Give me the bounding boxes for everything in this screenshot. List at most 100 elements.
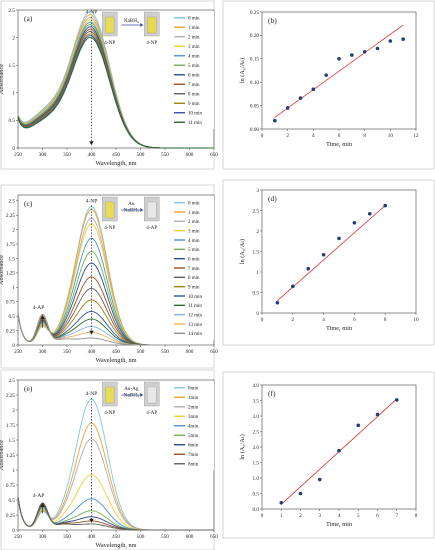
y-tick-label: 1.0 xyxy=(253,476,260,482)
y-axis-label: ln (A₀/Aₜ) xyxy=(239,58,246,84)
peak-arrow-head xyxy=(89,141,94,146)
panel-label: (f) xyxy=(268,389,276,398)
legend-entry: 10 min xyxy=(188,112,203,117)
panel-label: (d) xyxy=(268,194,277,203)
data-point xyxy=(337,57,341,61)
data-point xyxy=(285,106,290,110)
x-tick-label: 400 xyxy=(88,152,96,158)
legend-entry: 11 min xyxy=(188,304,202,309)
legend-entry: 1min xyxy=(188,396,199,401)
x-tick-label: 450 xyxy=(112,534,120,540)
y-tick-label: 2 xyxy=(12,35,15,41)
x-tick-label: 4 xyxy=(312,133,315,139)
legend-entry: 11 min xyxy=(188,121,202,126)
x-tick-label: 12 xyxy=(413,133,419,139)
legend-entry: 10 min xyxy=(188,295,203,300)
y-tick-label: 0.15 xyxy=(250,57,259,63)
left-vial-liquid xyxy=(105,201,115,219)
peak-label: 4-AP xyxy=(33,305,45,311)
legend-entry: 0 min xyxy=(188,201,200,206)
y-tick-label: 0.00 xyxy=(250,127,259,133)
y-tick-label: 1.75 xyxy=(6,423,15,429)
legend-entry: 9 min xyxy=(188,285,200,290)
y-tick-label: 2.25 xyxy=(6,213,15,219)
peak-label: 4-NP xyxy=(86,198,98,204)
x-tick-label: 600 xyxy=(186,534,194,540)
y-tick-label: 1.5 xyxy=(253,460,260,466)
data-point xyxy=(337,448,341,453)
x-tick-label: 7 xyxy=(395,513,398,519)
y-tick-label: 2.5 xyxy=(9,199,16,205)
y-axis-label: Absorbance xyxy=(0,64,5,94)
data-point xyxy=(273,118,277,123)
x-tick-label: 0 xyxy=(261,513,264,519)
x-tick-label: 6 xyxy=(338,133,341,139)
x-tick-label: 10 xyxy=(413,317,419,323)
x-tick-label: 4 xyxy=(338,513,341,519)
legend-entry: 12 min xyxy=(188,313,203,318)
x-tick-label: 300 xyxy=(39,152,47,158)
x-tick-label: 6 xyxy=(376,513,379,519)
left-vial-label: 4-NP xyxy=(104,410,115,416)
legend-entry: 7min xyxy=(188,453,199,458)
plot-frame xyxy=(261,189,417,314)
right-vial-liquid xyxy=(147,386,157,404)
x-tick-label: 450 xyxy=(112,349,120,355)
data-point xyxy=(352,221,357,225)
legend-entry: 4 min xyxy=(188,55,200,60)
right-vial-liquid xyxy=(147,16,157,34)
x-axis-label: Wavelength, nm xyxy=(95,357,136,364)
panel-b-kinetics: 0 2 4 6 8 10 12 0.00 0.05 0.10 0.15 0.20 0.25 Time, m… xyxy=(222,0,435,170)
y-tick-label: 2.5 xyxy=(9,8,16,14)
x-tick-label: 450 xyxy=(112,152,120,158)
data-point xyxy=(368,211,372,216)
x-tick-label: 650 xyxy=(210,152,218,158)
legend-entry: 8 min xyxy=(188,93,200,98)
panel-e-spectra: 250 300 350 400 450 500 550 600 650 0 0.25 0.5 0.75 1… xyxy=(0,369,218,550)
data-point xyxy=(356,423,361,428)
x-tick-label: 8 xyxy=(415,513,418,519)
x-tick-label: 550 xyxy=(161,152,169,158)
legend-entry: 2 min xyxy=(188,220,200,225)
peak-arrow-head xyxy=(89,330,94,335)
y-tick-label: 0.75 xyxy=(6,300,15,306)
x-tick-label: 600 xyxy=(186,349,194,355)
data-point xyxy=(298,96,303,100)
panel-label: (e) xyxy=(24,384,33,393)
left-vial-liquid xyxy=(105,386,115,404)
x-tick-label: 250 xyxy=(14,152,22,158)
reagent-label: Au-Ag xyxy=(124,386,139,392)
x-tick-label: 350 xyxy=(63,534,71,540)
x-axis-label: Time, min xyxy=(326,325,353,332)
peak-label: 4-NP xyxy=(86,10,98,16)
y-tick-label: 0.0 xyxy=(253,507,260,513)
panel-border xyxy=(222,179,435,346)
y-tick-label: 1 xyxy=(256,270,259,276)
data-point xyxy=(394,398,399,402)
y-tick-label: 0.25 xyxy=(250,10,259,16)
x-tick-label: 2 xyxy=(292,317,295,323)
y-tick-label: 0.25 xyxy=(6,513,15,519)
panel-f-kinetics: 0 1 2 3 4 5 6 7 8 0.0 0.5 1.0 1.5 2.0 2.5 3.0 3.5 4.0 Time… xyxy=(222,371,435,539)
y-tick-label: 1.75 xyxy=(6,242,15,248)
x-tick-label: 350 xyxy=(63,349,71,355)
x-tick-label: 10 xyxy=(388,133,394,139)
y-tick-label: 2.5 xyxy=(253,429,260,435)
x-tick-label: 500 xyxy=(137,349,145,355)
y-tick-label: 0.10 xyxy=(250,80,259,86)
data-point xyxy=(324,73,328,77)
legend-entry: 7 min xyxy=(188,83,200,88)
y-tick-label: 2.5 xyxy=(9,378,16,384)
legend-entry: 1 min xyxy=(188,211,200,216)
data-point xyxy=(375,412,380,417)
x-axis-label: Time, min xyxy=(326,141,353,148)
x-tick-label: 2 xyxy=(299,513,302,519)
y-axis-label: ln (A₀/Aₜ) xyxy=(239,434,246,460)
reaction-arrow-head xyxy=(140,393,144,397)
x-axis-label: Wavelength, nm xyxy=(95,160,136,167)
y-tick-label: 4.0 xyxy=(253,383,260,389)
y-tick-label: 2.0 xyxy=(253,445,260,451)
y-tick-label: 3.5 xyxy=(253,398,260,404)
y-tick-label: 2 xyxy=(12,227,15,233)
